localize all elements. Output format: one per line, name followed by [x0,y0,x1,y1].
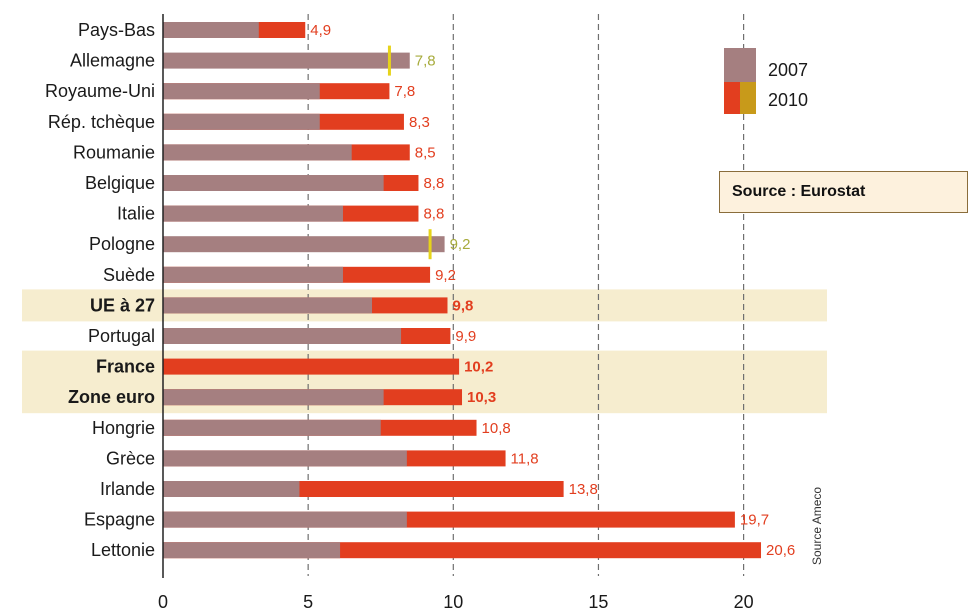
bar-2007 [163,389,384,406]
category-label: Irlande [100,479,155,499]
bar-2007 [163,481,300,497]
bar-2007 [163,297,373,314]
bar-2010 [163,358,460,375]
category-label: Portugal [88,326,155,346]
value-label: 9,8 [452,297,473,314]
bar-2007 [163,175,384,191]
value-label: 9,2 [450,236,471,253]
value-label: 9,2 [435,267,456,284]
rotated-source-label: Source Ameco [810,487,824,565]
category-label: Pays-Bas [78,20,155,40]
value-label: 10,2 [464,359,493,376]
source-box-text: Source : Eurostat [732,183,866,200]
value-label: 9,9 [455,328,476,345]
value-label: 13,8 [569,481,598,498]
marker-2010 [387,45,391,76]
bar-2007 [163,450,407,467]
value-labels: 4,9 7,87,8 8,3 8,5 8,8 8,8 9,2 9,2 9,8 9,9 10,2 10,… [310,22,795,559]
source-box: Source : Eurostat [719,171,968,213]
value-label: 8,5 [415,144,436,161]
bar-2007 [163,22,259,38]
value-label: 8,8 [423,206,444,223]
x-tick-label: 0 [158,592,168,612]
value-label: 10,8 [482,420,511,437]
value-label: 7,8 [415,53,436,70]
category-label: Espagne [84,510,155,530]
value-label: 4,9 [310,22,331,39]
marker-2010 [428,229,432,260]
bar-2007 [163,113,320,130]
category-label: France [96,357,155,377]
bar-2007 [163,205,343,222]
value-label: 11,8 [511,450,539,467]
bar-2007 [163,328,402,344]
value-label: 20,6 [766,542,795,559]
bar-2007 [163,83,320,100]
bar-2007 [163,266,343,283]
value-label: 19,7 [740,512,769,529]
category-label: Zone euro [68,387,155,407]
bar-2007 [163,419,381,436]
value-label: 7,8 [394,83,415,100]
x-tick-label: 15 [588,592,608,612]
value-label: 8,3 [409,114,430,131]
value-label: 10,3 [467,389,496,406]
category-label: Roumanie [73,142,155,162]
category-label: Italie [117,204,155,224]
legend-swatch-2010 [724,82,740,114]
x-axis: 0 5 10 15 20 [158,14,754,612]
legend-label-2010: 2010 [768,90,808,110]
category-label: Rép. tchèque [48,112,155,132]
bar-2007 [163,52,410,69]
category-label: Royaume-Uni [45,81,155,101]
category-label: Pologne [89,234,155,254]
category-label: Lettonie [91,540,155,560]
bar-2007 [163,542,341,559]
bars [163,22,762,559]
legend-label-2007: 2007 [768,60,808,80]
category-label: Grèce [106,448,155,468]
category-label: Suède [103,265,155,285]
category-label: Allemagne [70,51,155,71]
bar-2007 [163,511,407,528]
legend-swatch-2007 [724,48,756,82]
category-label: Belgique [85,173,155,193]
category-labels: Pays-Bas Allemagne Royaume-Uni Rép. tchèque… [45,20,155,560]
x-tick-label: 5 [303,592,313,612]
legend: 2007 2010 [724,48,808,114]
bar-2007 [163,236,445,253]
category-label: Hongrie [92,418,155,438]
x-tick-label: 10 [443,592,463,612]
x-tick-label: 20 [734,592,754,612]
bar-2007 [163,144,352,161]
legend-swatch-2010-alt [740,82,756,114]
category-label: UE à 27 [90,295,155,315]
value-label: 8,8 [423,175,444,192]
